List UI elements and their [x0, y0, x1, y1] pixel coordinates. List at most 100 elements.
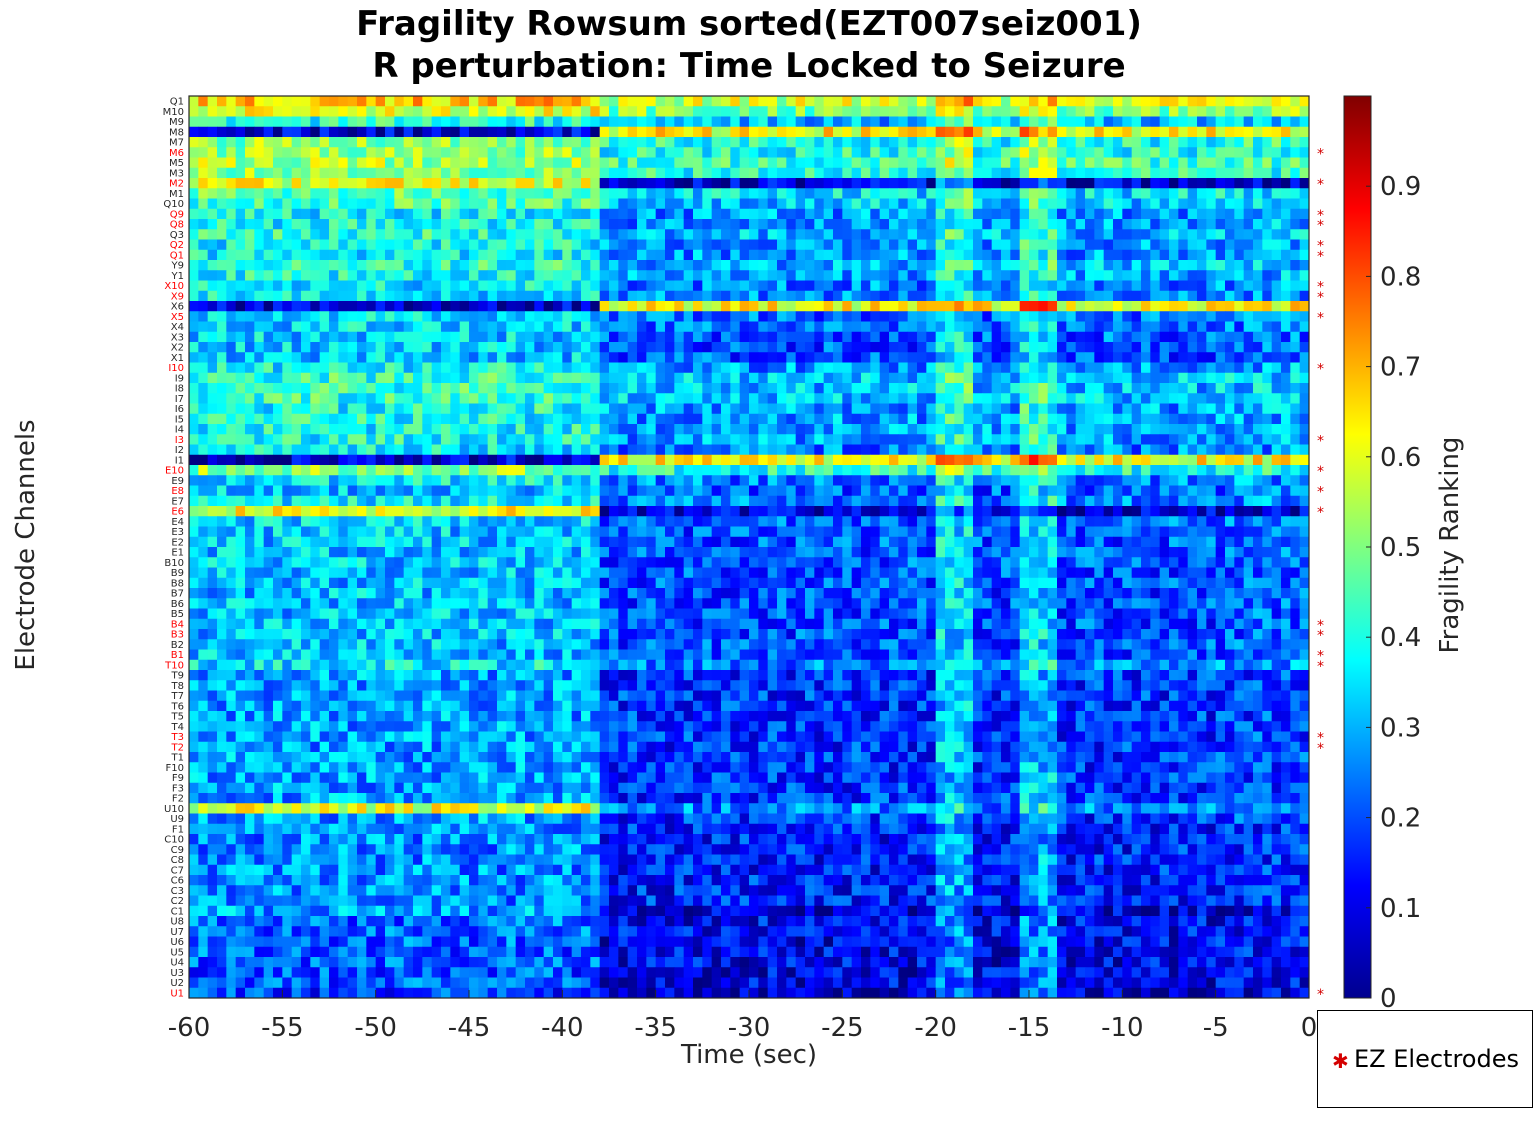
heatmap-cell: [207, 495, 218, 507]
heatmap-cell: [833, 106, 843, 117]
heatmap-cell: [954, 147, 965, 158]
heatmap-cell: [375, 311, 386, 322]
heatmap-cell: [1113, 106, 1123, 117]
heatmap-cell: [403, 137, 414, 148]
heatmap-cell: [1001, 434, 1011, 445]
heatmap-cell: [534, 362, 545, 374]
heatmap-cell: [945, 413, 955, 425]
heatmap-cell: [497, 137, 507, 148]
heatmap-cell: [366, 198, 377, 210]
heatmap-cell: [1029, 198, 1039, 210]
heatmap-cell: [711, 260, 722, 271]
heatmap-cell: [273, 188, 283, 199]
heatmap-cell: [1066, 270, 1077, 281]
heatmap-cell: [571, 434, 582, 445]
heatmap-cell: [515, 372, 526, 384]
heatmap-cell: [926, 352, 937, 363]
heatmap-cell: [991, 393, 1002, 404]
heatmap-cell: [963, 290, 974, 302]
heatmap-cell: [683, 147, 694, 158]
heatmap-cell: [945, 137, 955, 148]
heatmap-cell: [879, 475, 890, 486]
heatmap-cell: [1299, 331, 1310, 343]
heatmap-cell: [525, 434, 535, 445]
heatmap-cell: [739, 301, 750, 312]
heatmap-cell: [1113, 352, 1123, 363]
heatmap-cell: [730, 321, 741, 333]
heatmap-cell: [571, 465, 582, 476]
heatmap-cell: [403, 116, 414, 128]
heatmap-cell: [842, 157, 853, 169]
heatmap-cell: [609, 311, 619, 322]
heatmap-cell: [590, 219, 601, 230]
heatmap-cell: [1187, 475, 1198, 486]
heatmap-cell: [982, 485, 993, 497]
heatmap-cell: [403, 454, 414, 466]
heatmap-cell: [898, 331, 909, 343]
heatmap-cell: [1169, 331, 1179, 343]
heatmap-cell: [301, 96, 311, 107]
heatmap-cell: [1206, 372, 1217, 384]
heatmap-cell: [254, 116, 265, 128]
heatmap-cell: [721, 393, 731, 404]
heatmap-cell: [245, 137, 255, 148]
heatmap-cell: [319, 311, 330, 322]
heatmap-cell: [814, 495, 825, 507]
heatmap-cell: [431, 352, 442, 363]
heatmap-cell: [926, 311, 937, 322]
heatmap-cell: [758, 126, 769, 138]
heatmap-cell: [842, 270, 853, 281]
heatmap-cell: [935, 393, 946, 404]
heatmap-cell: [1122, 424, 1133, 435]
heatmap-cell: [963, 239, 974, 251]
heatmap-cell: [469, 352, 479, 363]
heatmap-cell: [609, 342, 619, 353]
heatmap-cell: [1299, 301, 1310, 312]
heatmap-cell: [282, 352, 293, 363]
heatmap-cell: [394, 301, 405, 312]
heatmap-cell: [1290, 301, 1301, 312]
heatmap-cell: [235, 188, 246, 199]
heatmap-cell: [1010, 372, 1021, 384]
heatmap-cell: [702, 495, 713, 507]
heatmap-cell: [1281, 106, 1291, 117]
heatmap-cell: [945, 393, 955, 404]
heatmap-cell: [889, 178, 899, 189]
heatmap-cell: [1085, 331, 1095, 343]
heatmap-cell: [422, 321, 433, 333]
heatmap-cell: [917, 475, 927, 486]
heatmap-cell: [777, 280, 787, 292]
heatmap-cell: [1178, 290, 1189, 302]
heatmap-cell: [1075, 167, 1086, 179]
heatmap-cell: [870, 393, 881, 404]
heatmap-cell: [235, 249, 246, 261]
heatmap-cell: [1206, 157, 1217, 169]
heatmap-cell: [1047, 147, 1058, 158]
heatmap-cell: [385, 229, 395, 240]
heatmap-cell: [1103, 270, 1114, 281]
heatmap-cell: [1225, 198, 1235, 210]
heatmap-cell: [1131, 393, 1142, 404]
heatmap-cell: [721, 260, 731, 271]
heatmap-cell: [609, 126, 619, 138]
heatmap-cell: [823, 188, 834, 199]
heatmap-cell: [786, 383, 797, 394]
heatmap-cell: [207, 331, 218, 343]
heatmap-cell: [1103, 157, 1114, 169]
heatmap-cell: [982, 157, 993, 169]
heatmap-cell: [301, 413, 311, 425]
heatmap-cell: [1178, 167, 1189, 179]
heatmap-cell: [1057, 321, 1067, 333]
heatmap-cell: [599, 424, 610, 435]
heatmap-cell: [198, 229, 209, 240]
heatmap-cell: [357, 239, 367, 251]
heatmap-cell: [805, 96, 815, 107]
heatmap-cell: [413, 178, 423, 189]
heatmap-cell: [375, 352, 386, 363]
heatmap-cell: [1290, 321, 1301, 333]
heatmap-cell: [954, 106, 965, 117]
heatmap-cell: [553, 516, 563, 527]
heatmap-cell: [889, 290, 899, 302]
heatmap-cell: [1169, 188, 1179, 199]
heatmap-cell: [534, 157, 545, 169]
